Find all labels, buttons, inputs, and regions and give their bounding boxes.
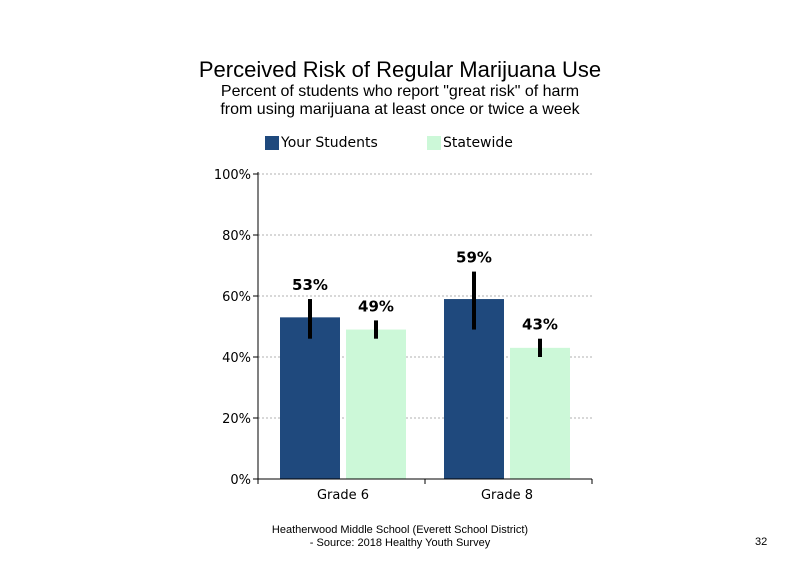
chart-title: Perceived Risk of Regular Marijuana Use (198, 57, 602, 82)
y-tick-label: 0% (230, 473, 251, 488)
legend-label-statewide: Statewide (443, 135, 513, 151)
footer-line-2: - Source: 2018 Healthy Youth Survey (309, 537, 491, 549)
y-tick-label: 40% (222, 351, 251, 366)
legend-item-your-students: Your Students (265, 134, 378, 152)
bar (346, 329, 406, 479)
legend-item-statewide: Statewide (427, 134, 513, 152)
bar (510, 347, 570, 479)
x-tick-label: Grade 8 (481, 488, 533, 503)
footer-line-1: Heatherwood Middle School (Everett Schoo… (271, 524, 529, 536)
footer-source: Heatherwood Middle School (Everett Schoo… (0, 524, 800, 550)
y-tick-label: 20% (222, 412, 251, 427)
bar (280, 317, 340, 479)
x-tick-label: Grade 6 (317, 488, 369, 503)
y-tick-label: 60% (222, 290, 251, 305)
data-label: 59% (456, 249, 492, 267)
y-tick-label: 80% (222, 229, 251, 244)
subtitle-line-1: Percent of students who report "great ri… (220, 83, 580, 100)
subtitle-line-2: from using marijuana at least once or tw… (220, 101, 580, 118)
data-label: 53% (292, 276, 328, 294)
data-label: 49% (358, 297, 394, 315)
legend-swatch-statewide (427, 136, 441, 150)
legend-label-your-students: Your Students (281, 135, 378, 151)
page-number: 32 (755, 536, 768, 548)
data-label: 43% (522, 316, 558, 334)
chart-subtitle: Percent of students who report "great ri… (0, 83, 800, 119)
y-tick-label: 100% (214, 168, 251, 183)
legend-swatch-your-students (265, 136, 279, 150)
